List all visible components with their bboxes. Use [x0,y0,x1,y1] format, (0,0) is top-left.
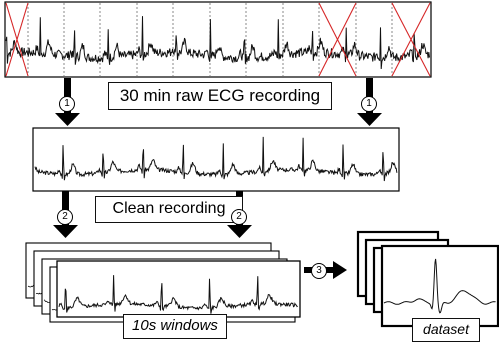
step-1-badge-right: 1 [361,96,377,112]
step-2-badge-left: 2 [57,209,73,225]
window-ecg-trace [58,275,298,314]
clean-ecg-trace [34,136,398,182]
raw-recording-panel [4,1,432,78]
dataset-stack [356,230,499,328]
step2-arrow-left [53,191,78,238]
step-1-badge-left: 1 [59,96,75,112]
clean-recording-label: Clean recording [95,196,243,223]
rejected-segment-marks [5,2,431,77]
dataset-label: dataset [412,318,480,342]
raw-recording-label: 30 min raw ECG recording [108,82,332,110]
dataset-beat-card [380,244,499,328]
step-3-badge: 3 [311,263,327,279]
clean-recording-panel [32,127,400,192]
step-2-badge-right: 2 [231,209,247,225]
windows-stack [25,242,301,323]
raw-ecg-trace [5,16,430,70]
heartbeat-trace [383,258,496,314]
windows-label: 10s windows [123,314,227,339]
